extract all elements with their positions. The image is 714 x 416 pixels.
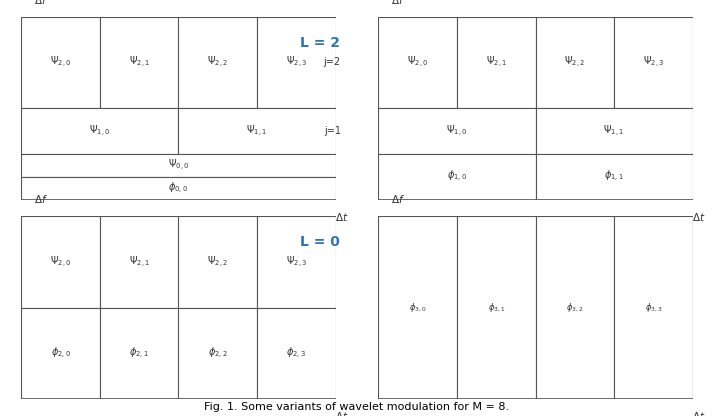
Text: $\Delta t$: $\Delta t$ <box>692 210 705 223</box>
Text: $\Delta t$: $\Delta t$ <box>335 410 348 416</box>
Text: $\Psi_{2,0}$: $\Psi_{2,0}$ <box>50 255 71 270</box>
Text: $\Psi_{2,1}$: $\Psi_{2,1}$ <box>486 55 507 70</box>
Bar <box>536 108 693 154</box>
Text: $\Psi_{2,0}$: $\Psi_{2,0}$ <box>50 55 71 70</box>
Text: $\Psi_{2,3}$: $\Psi_{2,3}$ <box>286 255 307 270</box>
Text: $\phi_{1,1}$: $\phi_{1,1}$ <box>604 169 624 184</box>
Text: $\phi_{3,3}$: $\phi_{3,3}$ <box>645 302 662 314</box>
Text: $\Psi_{2,2}$: $\Psi_{2,2}$ <box>564 55 585 70</box>
Bar <box>178 308 257 399</box>
Bar <box>21 308 100 399</box>
Text: $\phi_{2,3}$: $\phi_{2,3}$ <box>286 346 306 361</box>
Bar <box>378 216 457 399</box>
Text: $\Psi_{1,0}$: $\Psi_{1,0}$ <box>89 124 111 139</box>
Text: L = 0: L = 0 <box>300 235 340 250</box>
Text: $\phi_{3,2}$: $\phi_{3,2}$ <box>566 302 583 314</box>
Text: $\Psi_{2,0}$: $\Psi_{2,0}$ <box>407 55 428 70</box>
Text: $\phi_{1,0}$: $\phi_{1,0}$ <box>447 169 467 184</box>
Text: $\Psi_{1,0}$: $\Psi_{1,0}$ <box>446 124 468 139</box>
Bar <box>178 17 257 108</box>
Text: L = 2: L = 2 <box>300 36 340 50</box>
Text: $\Psi_{0,0}$: $\Psi_{0,0}$ <box>168 158 189 173</box>
Bar <box>536 216 614 399</box>
Bar <box>21 216 100 308</box>
Bar <box>378 17 457 108</box>
Bar <box>614 216 693 399</box>
Text: $\Delta f$: $\Delta f$ <box>391 0 405 6</box>
Bar <box>614 17 693 108</box>
Bar <box>378 154 536 200</box>
Text: Fig. 1. Some variants of wavelet modulation for M = 8.: Fig. 1. Some variants of wavelet modulat… <box>204 402 510 412</box>
Text: $\Psi_{2,2}$: $\Psi_{2,2}$ <box>207 255 228 270</box>
Bar <box>457 17 536 108</box>
Text: $\Psi_{2,1}$: $\Psi_{2,1}$ <box>129 255 150 270</box>
Text: $\Delta f$: $\Delta f$ <box>34 0 48 6</box>
Text: $\Delta f$: $\Delta f$ <box>34 193 48 206</box>
Text: $\Psi_{2,2}$: $\Psi_{2,2}$ <box>207 55 228 70</box>
Bar <box>257 308 336 399</box>
Text: $\Delta f$: $\Delta f$ <box>391 193 405 206</box>
Text: j=1: j=1 <box>323 126 341 136</box>
Text: $\phi_{2,2}$: $\phi_{2,2}$ <box>208 346 228 361</box>
Bar <box>21 154 336 177</box>
Bar <box>178 216 257 308</box>
Text: $\phi_{0,0}$: $\phi_{0,0}$ <box>169 181 188 196</box>
Text: $\phi_{3,1}$: $\phi_{3,1}$ <box>488 302 505 314</box>
Bar <box>536 154 693 200</box>
Bar <box>21 108 178 154</box>
Bar <box>21 177 336 200</box>
Text: $\Delta t$: $\Delta t$ <box>692 410 705 416</box>
Text: $\phi_{2,0}$: $\phi_{2,0}$ <box>51 346 71 361</box>
Bar <box>100 17 178 108</box>
Text: $\Psi_{1,1}$: $\Psi_{1,1}$ <box>603 124 625 139</box>
Text: $\Psi_{1,1}$: $\Psi_{1,1}$ <box>246 124 268 139</box>
Bar <box>257 17 336 108</box>
Text: $\phi_{2,1}$: $\phi_{2,1}$ <box>129 346 149 361</box>
Text: $\Psi_{2,1}$: $\Psi_{2,1}$ <box>129 55 150 70</box>
Bar <box>378 108 536 154</box>
Text: j=2: j=2 <box>323 57 341 67</box>
Bar <box>178 108 336 154</box>
Bar <box>693 216 714 399</box>
Text: $\Psi_{2,3}$: $\Psi_{2,3}$ <box>286 55 307 70</box>
Text: $\phi_{3,0}$: $\phi_{3,0}$ <box>409 302 426 314</box>
Bar <box>257 216 336 308</box>
Text: $\Psi_{2,3}$: $\Psi_{2,3}$ <box>643 55 664 70</box>
Bar <box>536 17 614 108</box>
Bar <box>100 308 178 399</box>
Bar <box>457 216 536 399</box>
Bar <box>100 216 178 308</box>
Bar <box>21 17 100 108</box>
Text: $\Delta t$: $\Delta t$ <box>335 210 348 223</box>
